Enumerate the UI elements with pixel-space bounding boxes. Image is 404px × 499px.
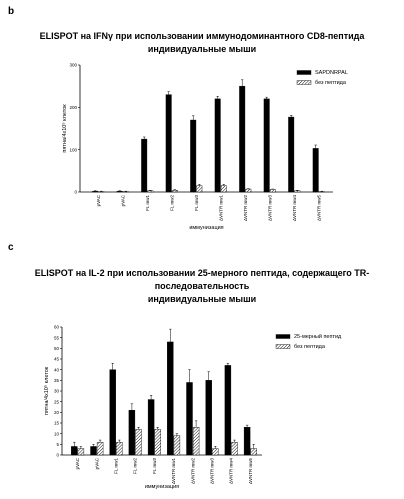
y-tick-label: 15 <box>54 421 60 426</box>
bar-series2 <box>221 186 227 192</box>
y-tick-label: 0 <box>56 453 59 458</box>
x-tick-label: pVAC <box>94 457 99 469</box>
x-tick-label: pVAC <box>75 457 80 469</box>
legend-label: SAPDNRPAL <box>315 70 348 76</box>
panel-b-title-line2: индивидуальные мыши <box>148 44 256 54</box>
bar-series1 <box>167 342 173 455</box>
bar-series2 <box>97 442 103 455</box>
y-tick-label: 45 <box>54 357 60 362</box>
chart-c: 0 5 10 15 20 25 30 35 40 45 50 55 60 пятна/4x10⁵ клет… <box>43 325 342 490</box>
y-tick-label: 300 <box>69 63 77 68</box>
y-tick-label: 25 <box>54 399 60 404</box>
bar-series1 <box>187 382 193 455</box>
bar-series1 <box>110 370 116 455</box>
bar-series2 <box>136 429 142 455</box>
panel-c-title-line1: ELISPOT на IL-2 при использовании 25-мер… <box>35 268 370 278</box>
legend-swatch <box>297 81 311 85</box>
bar-series1 <box>91 446 97 455</box>
y-tick-label: 10 <box>54 431 60 436</box>
legend-label: без пептида <box>294 344 326 350</box>
bar-series2 <box>123 192 129 193</box>
x-tick-label: FL mw2 <box>133 458 138 474</box>
y-tick-label: 55 <box>54 335 60 340</box>
y-tick-label: 50 <box>54 346 60 351</box>
bar-series1 <box>129 410 135 455</box>
bar-series2 <box>232 442 238 455</box>
x-tick-label: FL mw1 <box>145 195 150 211</box>
bar-series1 <box>215 99 221 192</box>
legend-swatch <box>297 71 311 75</box>
y-axis-label: пятна/4x10⁵ клеток <box>61 104 68 153</box>
x-tick-label: ΔVNTR mw4 <box>292 195 297 222</box>
y-tick-label: 40 <box>54 367 60 372</box>
bar-series2 <box>270 189 276 192</box>
bar-series1 <box>288 117 294 192</box>
bar-series2 <box>116 442 122 455</box>
x-tick-label: FL mw2 <box>169 195 174 211</box>
bar-series1 <box>166 95 172 192</box>
legend-swatch <box>276 345 290 349</box>
y-tick-label: 200 <box>69 105 77 110</box>
chart-b: 0 100 200 300 пятна/4x10⁵ клеток pVAC pVAC FL m… <box>61 63 348 231</box>
x-tick-label: pVAC <box>120 194 125 206</box>
panel-b-letter: b <box>8 6 14 17</box>
legend-label: 25-мерный пептид <box>294 333 342 340</box>
bar-series2 <box>251 449 257 455</box>
x-tick-label: ΔVNTR mw1 <box>171 458 176 485</box>
bar-series2 <box>174 436 180 455</box>
y-tick-label: 100 <box>69 147 77 152</box>
bar-series2 <box>99 192 105 193</box>
x-tick-label: FL mw3 <box>152 458 157 474</box>
panel-c-title-line2: последовательность <box>155 281 250 291</box>
legend-swatch <box>276 335 290 339</box>
y-tick-label: 0 <box>74 190 77 195</box>
bar-series1 <box>313 148 319 192</box>
panel-c-letter: c <box>8 242 14 253</box>
bar-series2 <box>246 189 252 192</box>
y-tick-label: 60 <box>54 325 60 330</box>
x-tick-label: ΔVNTR mw2 <box>243 195 248 222</box>
bar-series2 <box>78 449 84 455</box>
y-axis-label: пятна/4x10⁵ клеток <box>43 366 50 415</box>
panel-b-title-line1: ELISPOT на IFNγ при использовании иммуно… <box>40 31 366 41</box>
bar-series1 <box>190 120 196 192</box>
bar-series1 <box>117 191 123 192</box>
y-tick-label: 35 <box>54 378 60 383</box>
bar-series2 <box>193 427 199 455</box>
bar-series1 <box>264 99 270 192</box>
y-tick-label: 20 <box>54 410 60 415</box>
bar-series2 <box>295 191 301 192</box>
x-tick-label: ΔVNTR mw3 <box>267 195 272 222</box>
y-tick-label: 5 <box>56 442 59 447</box>
bar-series1 <box>141 139 147 192</box>
bar-series1 <box>244 427 250 455</box>
bar-series2 <box>319 192 325 193</box>
bar-series1 <box>71 446 77 455</box>
panel-c-title-line3: индивидуальные мыши <box>148 294 256 304</box>
bar-series1 <box>206 380 212 455</box>
bar-series1 <box>92 191 98 192</box>
x-tick-label: pVAC <box>96 194 101 206</box>
x-tick-label: ΔVNTR mw1 <box>218 195 223 222</box>
bar-series2 <box>172 190 178 192</box>
x-axis-label: иммунизация <box>189 225 223 231</box>
bar-series2 <box>197 186 203 192</box>
x-tick-label: ΔVNTR mw5 <box>316 195 321 222</box>
bar-series2 <box>212 449 218 455</box>
legend-label: без пептида <box>315 80 347 86</box>
x-tick-label: FL mw3 <box>194 195 199 211</box>
bar-series1 <box>148 400 154 455</box>
x-tick-label: ΔVNTR mw2 <box>190 458 195 485</box>
bar-series2 <box>155 429 161 455</box>
bar-series1 <box>225 365 231 455</box>
x-tick-label: ΔVNTR mw4 <box>229 458 234 485</box>
x-tick-label: ΔVNTR mw5 <box>248 458 253 485</box>
x-axis-label: иммунизация <box>145 484 179 490</box>
bar-series1 <box>239 86 245 192</box>
x-tick-label: FL mw1 <box>114 458 119 474</box>
y-tick-label: 30 <box>54 389 60 394</box>
bar-series2 <box>148 191 154 192</box>
x-tick-label: ΔVNTR mw3 <box>210 458 215 485</box>
